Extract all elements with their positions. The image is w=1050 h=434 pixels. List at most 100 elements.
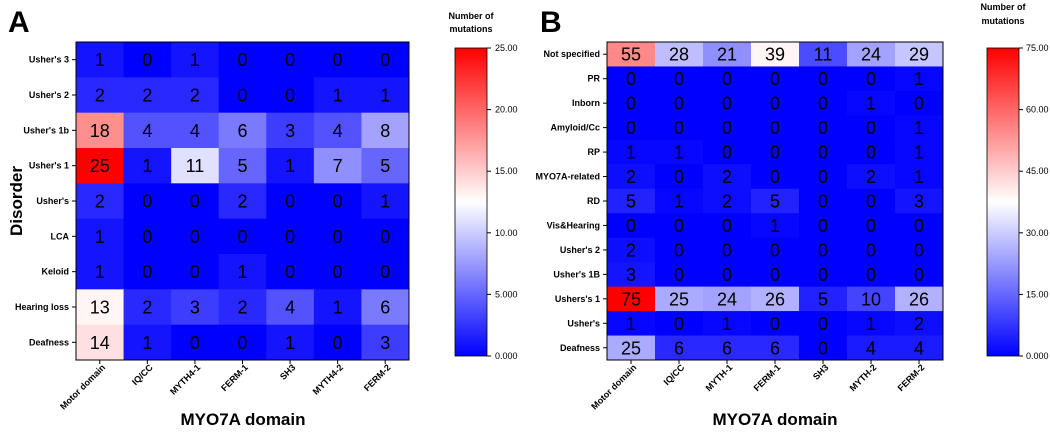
colorbar: [986, 47, 1020, 357]
cell-value: 0: [333, 227, 343, 247]
heatmap-cell: [218, 77, 267, 114]
panel-label: A: [8, 6, 30, 39]
heatmap-cell: [847, 164, 896, 190]
cell-value: 0: [770, 143, 780, 163]
heatmap-cell: [266, 289, 315, 326]
col-label: Motor domain: [589, 362, 638, 411]
cell-value: 1: [142, 156, 152, 176]
cell-value: 0: [914, 265, 924, 285]
col-label: FERM-1: [219, 362, 250, 393]
cell-value: 5: [626, 192, 636, 212]
heatmap-cell: [218, 148, 267, 184]
heatmap-cell: [847, 262, 896, 288]
heatmap-cell: [313, 324, 362, 361]
heatmap-cell: [703, 188, 752, 214]
cell-value: 5: [237, 156, 247, 176]
heatmap-cell: [655, 164, 704, 190]
cell-value: 18: [90, 121, 110, 141]
row-label: LCA: [51, 231, 70, 241]
cell-value: 1: [914, 167, 924, 187]
heatmap-cell: [799, 335, 848, 361]
heatmap-cell: [76, 112, 125, 149]
cell-value: 0: [142, 227, 152, 247]
cell-value: 0: [818, 94, 828, 114]
heatmap-cell: [266, 324, 315, 361]
heatmap-cell: [607, 42, 656, 67]
heatmap-cell: [171, 324, 220, 361]
cell-value: 2: [914, 314, 924, 334]
heatmap-cell: [655, 262, 704, 288]
cell-value: 0: [237, 86, 247, 106]
cell-value: 1: [285, 156, 295, 176]
cell-value: 0: [674, 94, 684, 114]
cell-value: 1: [914, 118, 924, 138]
heatmap-cell: [218, 42, 267, 78]
heatmap-cell: [171, 77, 220, 114]
heatmap-cell: [266, 254, 315, 290]
cell-value: 6: [770, 338, 780, 358]
heatmap-cell: [313, 289, 362, 326]
cell-value: 0: [190, 227, 200, 247]
heatmap-cell: [76, 324, 125, 361]
cell-value: 0: [818, 192, 828, 212]
row-label: MYO7A-related: [535, 172, 600, 182]
cell-value: 1: [333, 86, 343, 106]
cell-value: 0: [285, 50, 295, 70]
heatmap-cell: [895, 188, 944, 214]
cell-value: 0: [626, 69, 636, 89]
heatmap-cell: [703, 335, 752, 361]
cell-value: 2: [237, 298, 247, 318]
heatmap-cell: [799, 66, 848, 92]
heatmap-cell: [895, 115, 944, 141]
cell-value: 0: [914, 216, 924, 236]
cell-value: 6: [674, 338, 684, 358]
heatmap-cell: [751, 115, 800, 141]
heatmap-cell: [703, 42, 752, 67]
cell-value: 2: [142, 86, 152, 106]
heatmap-cell: [266, 112, 315, 149]
heatmap-cell: [703, 311, 752, 337]
heatmap-cell: [703, 164, 752, 190]
colorbar-title: mutations: [449, 24, 492, 34]
cell-value: 3: [285, 121, 295, 141]
heatmap-cell: [218, 324, 267, 361]
cell-value: 0: [380, 227, 390, 247]
cell-value: 2: [142, 298, 152, 318]
row-label: Usher's 1b: [23, 125, 69, 135]
row-label: Usher's 1: [29, 161, 69, 171]
heatmap-cell: [607, 139, 656, 165]
cell-value: 0: [818, 69, 828, 89]
heatmap-cell: [76, 77, 125, 114]
cell-value: 2: [722, 192, 732, 212]
cell-value: 1: [95, 227, 105, 247]
heatmap-cell: [895, 90, 944, 116]
cell-value: 0: [674, 216, 684, 236]
heatmap-cell: [266, 77, 315, 114]
colorbar-tick-label: 25.00: [495, 43, 518, 53]
colorbar-title: Number of: [981, 2, 1027, 12]
cell-value: 0: [818, 216, 828, 236]
row-label: Not specified: [543, 49, 600, 59]
cell-value: 4: [190, 121, 200, 141]
row-label: Inborn: [572, 98, 600, 108]
cell-value: 0: [285, 192, 295, 212]
cell-value: 2: [626, 240, 636, 260]
heatmap-cell: [751, 42, 800, 67]
heatmap-cell: [607, 311, 656, 337]
col-label: FERM-2: [896, 362, 927, 393]
cell-value: 0: [190, 333, 200, 353]
cell-value: 0: [818, 338, 828, 358]
cell-value: 0: [770, 167, 780, 187]
heatmap-cell: [171, 112, 220, 149]
cell-value: 0: [722, 94, 732, 114]
cell-value: 6: [722, 338, 732, 358]
heatmap-cell: [895, 164, 944, 190]
heatmap-cell: [751, 213, 800, 239]
cell-value: 2: [95, 192, 105, 212]
colorbar-tick-label: 5.000: [495, 289, 518, 299]
col-label: Motor domain: [58, 362, 107, 411]
heatmap-cell: [703, 115, 752, 141]
row-label: Usher's: [567, 318, 600, 328]
heatmap-cell: [847, 42, 896, 67]
cell-value: 2: [190, 86, 200, 106]
